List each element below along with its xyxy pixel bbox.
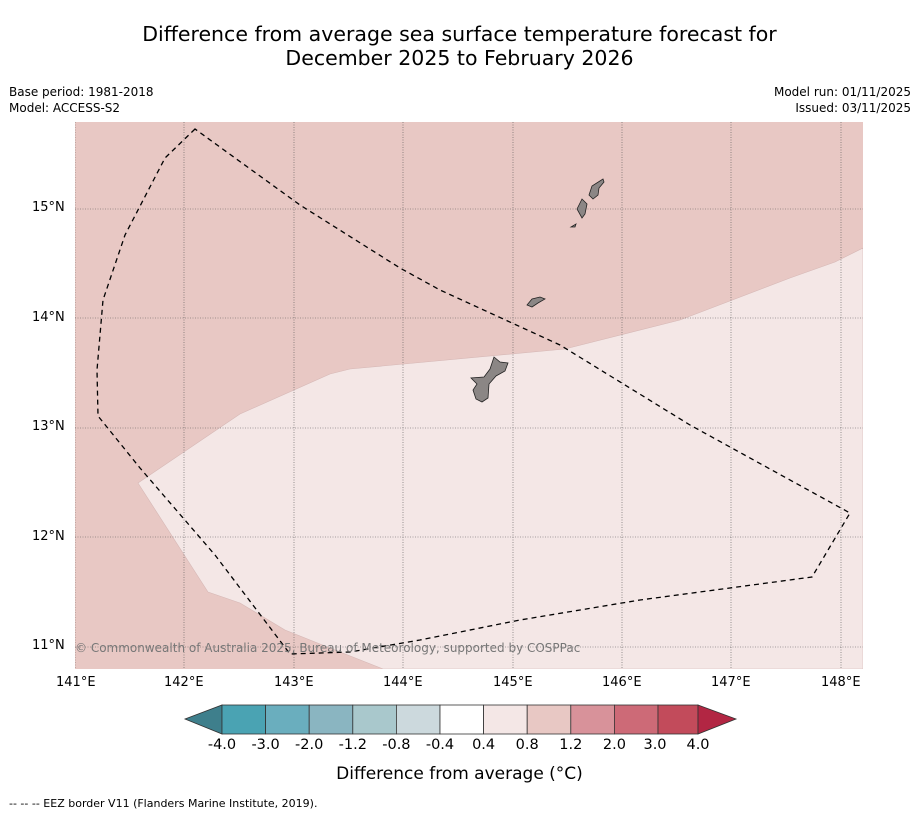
colorbar-label: 3.0 (643, 737, 667, 753)
base-period-text: Base period: 1981-2018 (9, 85, 154, 99)
lon-label-142: 142°E (164, 675, 204, 690)
lat-label-12: 12°N (32, 529, 65, 544)
colorbar-seg-3 (308, 704, 354, 735)
chart-title: Difference from average sea surface temp… (0, 22, 919, 70)
colorbar-label: 0.8 (515, 737, 539, 753)
colorbar-seg-10 (614, 704, 659, 735)
colorbar-label: 2.0 (602, 737, 626, 753)
colorbar-seg-1 (221, 704, 266, 735)
model-text: Model: ACCESS-S2 (9, 101, 121, 115)
lon-label-143: 143°E (274, 675, 314, 690)
colorbar-seg-2 (265, 704, 310, 735)
lat-label-14: 14°N (32, 310, 65, 325)
title-line-1: Difference from average sea surface temp… (142, 22, 777, 46)
map-area (75, 122, 863, 669)
guam-island (470, 356, 509, 403)
anomaly-zone-0.4-to-0.8 (137, 247, 863, 669)
colorbar-seg-6 (439, 704, 484, 735)
colorbar-label: -2.0 (295, 737, 324, 753)
meta-right: Model run: 01/11/2025 Issued: 03/11/2025 (774, 84, 911, 116)
issued-text: Issued: 03/11/2025 (795, 101, 911, 115)
colorbar-label: 0.4 (472, 737, 496, 753)
lon-label-145: 145°E (493, 675, 533, 690)
colorbar-seg-12 (697, 704, 738, 735)
copyright-text: © Commonwealth of Australia 2025, Bureau… (75, 641, 581, 655)
lon-label-148: 148°E (821, 675, 861, 690)
rota-island (526, 296, 546, 308)
lon-label-147: 147°E (711, 675, 751, 690)
colorbar-seg-4 (352, 704, 397, 735)
tinian-island (576, 198, 588, 219)
colorbar-label: -3.0 (251, 737, 280, 753)
colorbar-label: 4.0 (686, 737, 710, 753)
colorbar-seg-0 (183, 704, 223, 735)
lat-label-11: 11°N (32, 638, 65, 653)
model-run-text: Model run: 01/11/2025 (773, 85, 911, 99)
colorbar-label: -0.8 (382, 737, 411, 753)
eez-border (96, 128, 851, 655)
land-masses (470, 178, 605, 403)
colorbar-label: -4.0 (207, 737, 237, 753)
colorbar-label: 1.2 (559, 737, 583, 753)
lon-label-141: 141°E (56, 675, 96, 690)
lat-label-15: 15°N (32, 200, 65, 215)
lat-label-13: 13°N (32, 419, 65, 434)
colorbar-seg-7 (483, 704, 528, 735)
colorbar (183, 704, 738, 735)
colorbar-seg-8 (526, 704, 572, 735)
saipan-island (588, 178, 605, 200)
colorbar-title: Difference from average (°C) (336, 764, 583, 784)
lon-label-144: 144°E (383, 675, 423, 690)
colorbar-seg-9 (570, 704, 615, 735)
colorbar-label: -1.2 (338, 737, 367, 753)
lon-label-146: 146°E (602, 675, 642, 690)
colorbar-seg-11 (657, 704, 699, 735)
colorbar-seg-5 (395, 704, 441, 735)
grid-lines (75, 122, 863, 669)
aguijan-islet (569, 223, 577, 228)
eez-footnote: -- -- -- EEZ border V11 (Flanders Marine… (9, 797, 318, 810)
meta-left: Base period: 1981-2018 Model: ACCESS-S2 (9, 84, 154, 116)
colorbar-label: -0.4 (425, 737, 455, 753)
title-line-2: December 2025 to February 2026 (285, 46, 634, 70)
